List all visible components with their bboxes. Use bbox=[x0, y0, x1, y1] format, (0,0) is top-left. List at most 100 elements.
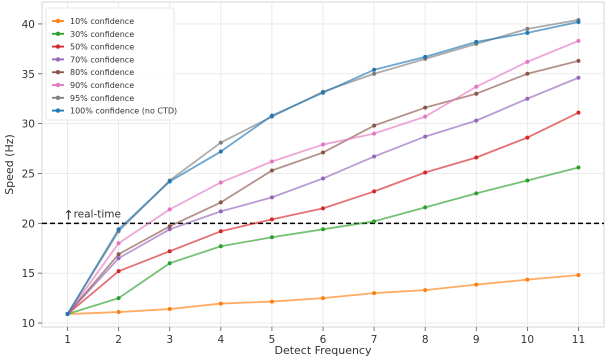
data-point bbox=[525, 178, 530, 183]
data-point bbox=[423, 54, 428, 59]
data-point bbox=[372, 131, 377, 136]
y-tick-label: 25 bbox=[22, 168, 35, 180]
x-axis-label: Detect Frequency bbox=[274, 344, 371, 357]
data-point bbox=[423, 134, 428, 139]
data-point bbox=[423, 105, 428, 110]
data-point bbox=[372, 71, 377, 76]
data-point bbox=[218, 209, 223, 214]
legend-entry-label: 100% confidence (no CTD) bbox=[70, 107, 177, 116]
data-point bbox=[423, 205, 428, 210]
data-point bbox=[218, 229, 223, 234]
data-point bbox=[576, 38, 581, 43]
data-point bbox=[116, 310, 121, 315]
x-tick-label: 4 bbox=[217, 334, 224, 346]
data-point bbox=[372, 189, 377, 194]
data-point bbox=[525, 30, 530, 35]
data-point bbox=[218, 180, 223, 185]
y-tick-label: 20 bbox=[22, 218, 35, 230]
real-time-label: real-time bbox=[74, 208, 121, 220]
data-point bbox=[116, 241, 121, 246]
legend-entry-label: 90% confidence bbox=[70, 81, 134, 90]
x-tick-label: 10 bbox=[521, 334, 534, 346]
legend-swatch-marker bbox=[55, 108, 61, 113]
data-point bbox=[474, 39, 479, 44]
data-point bbox=[423, 170, 428, 175]
data-point bbox=[474, 191, 479, 196]
y-tick-label: 35 bbox=[22, 69, 35, 81]
data-point bbox=[65, 312, 70, 317]
data-point bbox=[218, 200, 223, 205]
y-tick-label: 40 bbox=[22, 19, 35, 31]
data-point bbox=[116, 252, 121, 257]
data-point bbox=[269, 168, 274, 173]
data-point bbox=[474, 118, 479, 123]
data-point bbox=[269, 113, 274, 118]
data-point bbox=[576, 58, 581, 63]
data-point bbox=[167, 179, 172, 184]
data-point bbox=[525, 59, 530, 64]
data-point bbox=[576, 110, 581, 115]
x-tick-label: 3 bbox=[166, 334, 173, 346]
data-point bbox=[167, 261, 172, 266]
legend-swatch-marker bbox=[55, 95, 61, 101]
legend-entry-label: 70% confidence bbox=[70, 55, 134, 64]
legend-swatch-marker bbox=[55, 44, 61, 49]
x-tick-label: 1 bbox=[64, 334, 71, 346]
x-tick-label: 5 bbox=[269, 334, 276, 346]
data-point bbox=[167, 207, 172, 212]
data-point bbox=[321, 90, 325, 95]
data-point bbox=[576, 165, 581, 170]
legend-entry-label: 30% confidence bbox=[70, 30, 134, 39]
legend-swatch-marker bbox=[55, 18, 61, 24]
data-point bbox=[269, 195, 274, 200]
data-point bbox=[269, 159, 274, 164]
data-point bbox=[321, 296, 325, 301]
data-point bbox=[474, 155, 479, 160]
data-point bbox=[321, 176, 325, 181]
y-tick-label: 15 bbox=[22, 268, 35, 280]
data-point bbox=[218, 244, 223, 249]
data-point bbox=[576, 19, 581, 24]
data-point bbox=[525, 96, 530, 101]
data-point bbox=[474, 282, 479, 287]
axes: 1 2 3 4 5 6 7 8 9 10 11 10 15 20 25 30 35 40 bbox=[22, 19, 586, 346]
data-point bbox=[321, 142, 325, 147]
data-point bbox=[269, 217, 274, 222]
legend: 10% confidence 30% confidence 50% confiden… bbox=[45, 7, 177, 121]
series-lines bbox=[65, 17, 581, 317]
legend-entry-label: 95% confidence bbox=[70, 94, 134, 103]
legend-box bbox=[45, 7, 175, 121]
data-point bbox=[321, 206, 325, 211]
data-point bbox=[372, 123, 377, 128]
legend-swatch-marker bbox=[55, 57, 61, 62]
data-point bbox=[167, 224, 172, 229]
data-point bbox=[525, 135, 530, 140]
data-point bbox=[372, 154, 377, 159]
data-point bbox=[423, 114, 428, 119]
x-tick-label: 7 bbox=[371, 334, 378, 346]
y-axis-label: Speed (Hz) bbox=[3, 134, 16, 195]
data-point bbox=[116, 296, 121, 301]
data-point bbox=[321, 150, 325, 155]
data-point bbox=[218, 301, 223, 306]
legend-entry-label: 10% confidence bbox=[70, 17, 134, 26]
y-tick-label: 10 bbox=[22, 318, 35, 330]
data-point bbox=[372, 291, 377, 296]
x-tick-label: 6 bbox=[320, 334, 327, 346]
data-point bbox=[474, 84, 479, 89]
data-point bbox=[525, 71, 530, 76]
legend-swatch-marker bbox=[55, 70, 61, 75]
legend-entry-label: 80% confidence bbox=[70, 68, 134, 77]
data-point bbox=[116, 269, 121, 274]
data-point bbox=[321, 227, 325, 232]
reference-line-group: ↑ real-time bbox=[42, 208, 604, 225]
data-point bbox=[167, 249, 172, 254]
legend-swatch-marker bbox=[55, 82, 61, 88]
data-point bbox=[372, 67, 377, 72]
legend-swatch-marker bbox=[55, 31, 61, 36]
data-point bbox=[576, 273, 581, 278]
legend-entry-label: 50% confidence bbox=[70, 43, 134, 52]
x-tick-label: 2 bbox=[115, 334, 122, 346]
x-tick-label: 8 bbox=[422, 334, 429, 346]
